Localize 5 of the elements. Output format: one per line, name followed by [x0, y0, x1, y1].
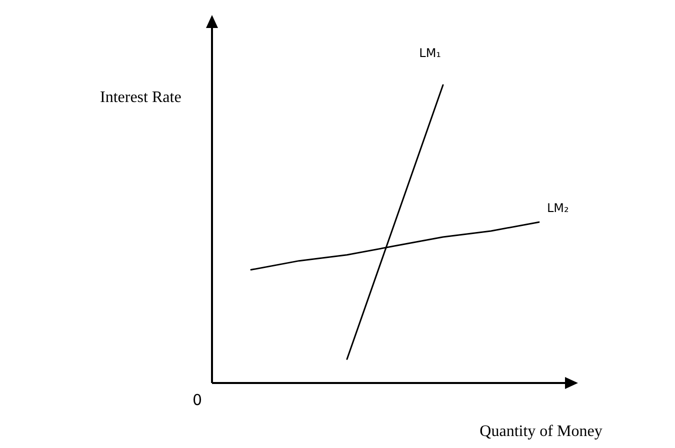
- text: 0: [192, 391, 202, 409]
- series-label: LM₂: [547, 201, 570, 216]
- text: LM₁: [419, 46, 442, 60]
- y-axis-title: Interest Rate: [100, 89, 182, 106]
- x-axis-title: Quantity of Money: [480, 423, 602, 440]
